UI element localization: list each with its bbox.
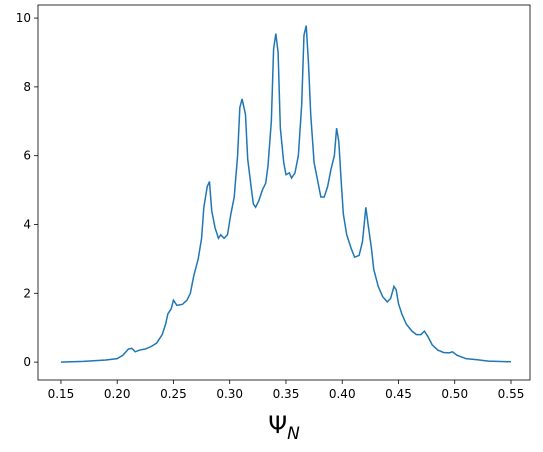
y-tick-label: 2 bbox=[23, 286, 31, 300]
y-tick-label: 4 bbox=[23, 217, 31, 231]
x-tick-label: 0.45 bbox=[385, 387, 412, 401]
y-tick-label: 0 bbox=[23, 355, 31, 369]
y-tick-label: 10 bbox=[16, 11, 31, 25]
x-label-symbol: Ψ bbox=[268, 411, 287, 439]
x-tick-label: 0.30 bbox=[216, 387, 243, 401]
y-tick-label: 8 bbox=[23, 80, 31, 94]
x-tick-label: 0.25 bbox=[160, 387, 187, 401]
x-tick-label: 0.50 bbox=[441, 387, 468, 401]
x-tick-label: 0.55 bbox=[498, 387, 525, 401]
line-series bbox=[60, 25, 512, 363]
x-tick-label: 0.15 bbox=[48, 387, 75, 401]
x-tick-label: 0.40 bbox=[329, 387, 356, 401]
x-tick-label: 0.20 bbox=[104, 387, 131, 401]
y-tick-label: 6 bbox=[23, 149, 31, 163]
x-label-subscript: N bbox=[287, 424, 300, 444]
x-axis-label: ΨN bbox=[268, 411, 300, 444]
x-tick-label: 0.35 bbox=[273, 387, 300, 401]
plot-frame bbox=[37, 4, 531, 381]
